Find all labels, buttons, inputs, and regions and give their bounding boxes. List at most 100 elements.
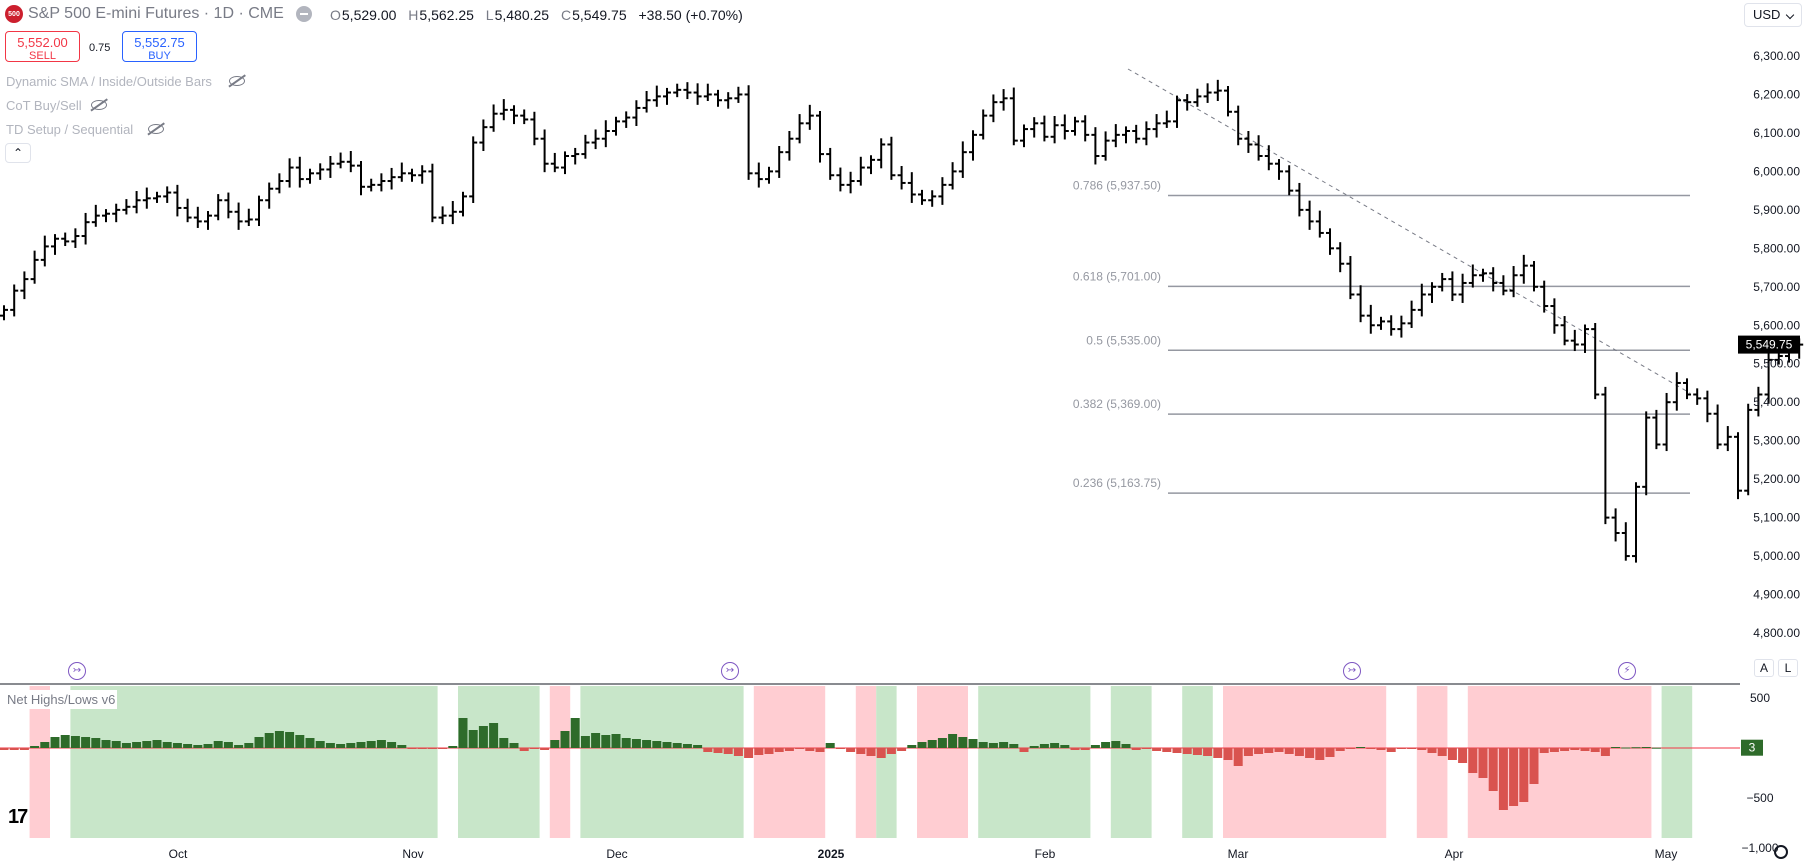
histogram-bar [540,748,550,750]
subpane-band [753,686,826,838]
histogram-bar [1529,748,1539,784]
eye-hidden-icon[interactable] [229,76,245,86]
histogram-bar [591,733,601,748]
event-arrow-icon[interactable]: ↣ [721,662,739,680]
histogram-bar [713,748,723,753]
histogram-bar [968,739,978,748]
histogram-bar [825,743,835,748]
indicator-label-td[interactable]: TD Setup / Sequential [6,122,134,137]
histogram-bar [285,732,295,748]
symbol-title[interactable]: S&P 500 E-mini Futures · 1D · CME [28,5,284,22]
histogram-bar [458,718,468,748]
histogram-bar [978,742,988,748]
histogram-bar [438,748,448,749]
subpane-band [1467,686,1652,838]
chevron-up-icon[interactable]: ⌃ [5,143,31,163]
subpane-band [1416,686,1448,838]
histogram-bar [672,743,682,748]
histogram-bar [91,738,101,748]
lightning-icon[interactable]: ⚡ [1618,662,1636,680]
close-key: C [560,7,572,23]
histogram-bar [1152,748,1162,751]
histogram-bar [81,737,91,748]
subpane-label[interactable]: Net Highs/Lows v6 [5,690,118,709]
histogram-bar [876,748,886,758]
histogram-bar [1050,743,1060,748]
histogram-bar [1009,744,1019,748]
histogram-bar [193,745,203,748]
histogram-bar [917,742,927,748]
histogram-bar [1131,748,1141,750]
histogram-bar [407,748,417,749]
gear-icon[interactable] [1774,845,1788,859]
histogram-bar [1356,747,1366,748]
histogram-bar [1488,748,1498,791]
histogram-bar [897,748,907,751]
sell-button[interactable]: 5,552.00 SELL [5,31,80,62]
histogram-bar [162,742,172,748]
histogram-bar [1141,748,1151,749]
histogram-bar [1325,748,1335,757]
indicator-label-cot[interactable]: CoT Buy/Sell [6,98,82,113]
histogram-bar [1335,748,1345,751]
histogram-bar [774,748,784,752]
price-tick-label: 5,200.00 [1753,472,1800,486]
price-axis[interactable]: 6,300.00 6,200.00 6,100.00 6,000.00 5,900.00… [1738,49,1800,640]
histogram-bar [723,748,733,754]
histogram-bar [1101,742,1111,748]
histogram-bar [958,737,968,748]
histogram-bar [1203,748,1213,756]
event-arrow-icon[interactable]: ↣ [68,662,86,680]
histogram-bar [1498,748,1508,810]
histogram-bar [305,738,315,748]
histogram-bar [1345,748,1355,749]
eye-hidden-icon[interactable] [91,100,107,110]
time-tick-label: Feb [1035,847,1056,861]
histogram-bar [1070,748,1080,750]
price-tick-label: 5,100.00 [1753,511,1800,525]
time-axis[interactable]: Oct Nov Dec 2025 Feb Mar Apr May [169,847,1678,861]
histogram-bar [662,742,672,748]
sell-label: SELL [29,50,56,62]
histogram-bar [1651,747,1661,749]
time-tick-label: May [1655,847,1678,861]
histogram-bar [1254,748,1264,754]
tradingview-logo-icon[interactable]: 17 [8,806,28,828]
trendline[interactable] [1127,68,1691,394]
ohlc-legend: O5,529.00 H5,562.25 L5,480.25 C5,549.75 … [330,7,751,23]
histogram-bar [172,743,182,748]
histogram-bar [60,735,70,748]
histogram-bar [999,742,1009,748]
remove-minus-icon[interactable] [296,6,312,22]
histogram-bar [1417,748,1427,750]
event-arrow-icon[interactable]: ↣ [1343,662,1361,680]
histogram-bar [366,741,376,748]
histogram-bar [937,738,947,748]
fib-retracement[interactable]: 0.786 (5,937.50) 0.618 (5,701.00) 0.5 (5,5… [1073,178,1690,494]
histogram-bar [1580,748,1590,751]
histogram-bar [1182,748,1192,754]
histogram-bar [631,739,641,748]
subpane-band [458,686,540,838]
currency-select[interactable]: USD [1744,3,1802,27]
change-value: +38.50 (+0.70%) [638,7,743,23]
fib-level-label: 0.618 (5,701.00) [1073,269,1161,283]
subpane-tick-label: 500 [1750,691,1770,705]
histogram-bar [1621,747,1631,749]
eye-hidden-icon[interactable] [148,124,164,134]
histogram-bar [1080,748,1090,750]
auto-scale-button[interactable]: A [1754,659,1774,677]
histogram-bar [489,723,499,748]
histogram-bar [907,745,917,748]
histogram-bar [642,740,652,748]
time-tick-label: Oct [169,847,188,861]
log-scale-button[interactable]: L [1778,659,1798,677]
histogram-bar [1590,748,1600,752]
buy-button[interactable]: 5,552.75 BUY [122,31,197,62]
price-tick-label: 4,900.00 [1753,588,1800,602]
spread-value: 0.75 [89,42,111,54]
indicator-label-sma[interactable]: Dynamic SMA / Inside/Outside Bars [6,74,212,89]
histogram-bar [1121,744,1131,748]
low-key: L [485,7,494,23]
